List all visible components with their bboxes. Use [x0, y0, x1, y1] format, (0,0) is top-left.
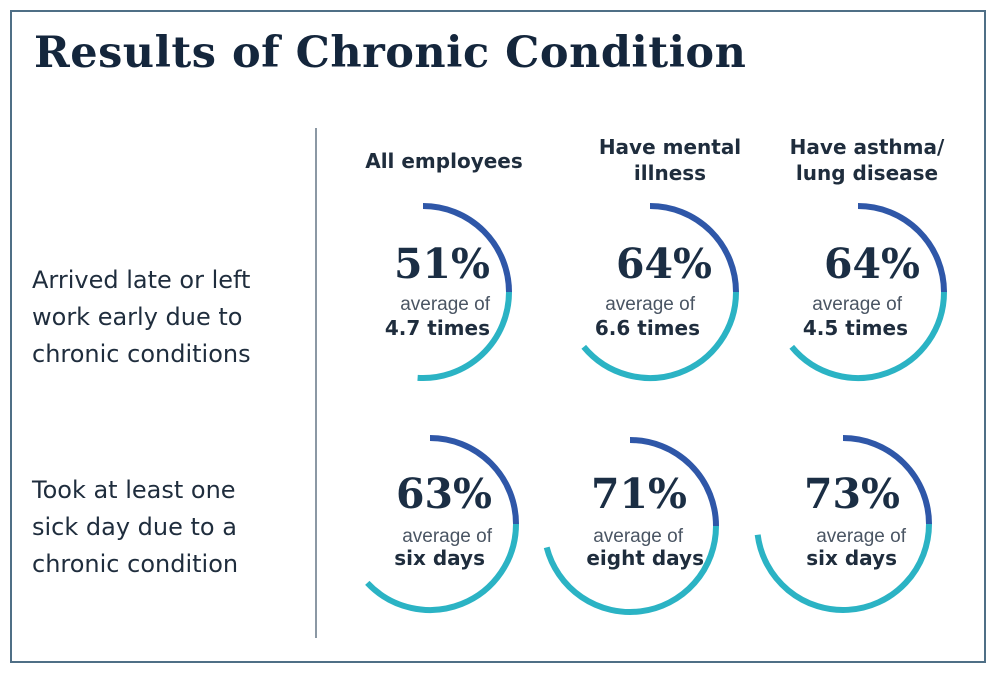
average-label: average of	[605, 294, 695, 315]
chart-title: Results of Chronic Condition	[34, 28, 747, 78]
average-label: average of	[816, 526, 906, 547]
column-divider	[315, 128, 317, 638]
average-label: average of	[400, 294, 490, 315]
column-header-all-employees: All employees	[365, 149, 523, 173]
average-label: average of	[593, 526, 683, 547]
ring-arc-dark	[857, 203, 947, 293]
row-label-sick-day: Took at least one sick day due to a chro…	[32, 476, 239, 578]
average-label: average of	[812, 294, 902, 315]
ring-arc-light	[365, 523, 519, 613]
percent-label: 51%	[393, 240, 490, 288]
percent-label: 64%	[823, 240, 920, 288]
percent-label: 64%	[615, 240, 712, 288]
average-value: eight days	[586, 546, 704, 570]
ring-arc-light	[417, 291, 512, 381]
row-label-late-early: Arrived late or left work early due to c…	[32, 266, 251, 368]
ring-arc-dark	[842, 435, 932, 525]
percent-label: 73%	[803, 470, 900, 518]
ring-arc-dark	[629, 437, 719, 527]
ring-arc-dark	[422, 203, 512, 293]
average-value: six days	[806, 546, 897, 570]
column-header-mental-illness: Have mental illness	[598, 135, 742, 185]
ring-arc-light	[754, 523, 932, 613]
average-value: six days	[394, 546, 485, 570]
infographic-frame	[10, 10, 986, 663]
ring-arc-dark	[429, 435, 519, 525]
average-label: average of	[402, 526, 492, 547]
column-header-asthma-lung: Have asthma/ lung disease	[789, 135, 945, 185]
average-value: 4.5 times	[802, 316, 908, 340]
percent-label: 63%	[395, 470, 492, 518]
average-value: 6.6 times	[594, 316, 700, 340]
ring-arc-light	[789, 291, 947, 381]
percent-label: 71%	[590, 470, 687, 518]
ring-arc-dark	[649, 203, 739, 293]
ring-arc-light	[543, 525, 719, 616]
average-value: 4.7 times	[384, 316, 490, 340]
ring-arc-light	[581, 291, 739, 381]
